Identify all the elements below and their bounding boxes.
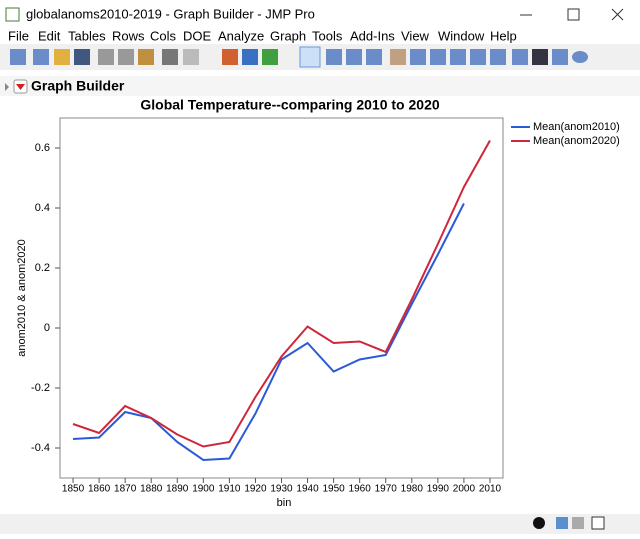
menu-item[interactable]: Tables: [68, 28, 106, 43]
x-tick-label: 1930: [270, 484, 293, 495]
outline-header: [0, 76, 640, 96]
tool-icon[interactable]: [532, 49, 548, 65]
legend-label: Mean(anom2010): [533, 121, 620, 133]
x-tick-label: 1920: [244, 484, 267, 495]
menu-item[interactable]: Rows: [112, 28, 145, 43]
tool-icon[interactable]: [162, 49, 178, 65]
x-tick-label: 1970: [375, 484, 398, 495]
x-tick-label: 1910: [218, 484, 241, 495]
menu-item[interactable]: Graph: [270, 28, 306, 43]
tool-icon[interactable]: [183, 49, 199, 65]
tool-icon[interactable]: [222, 49, 238, 65]
series-line: [72, 203, 465, 462]
y-tick-label: -0.2: [31, 382, 50, 394]
menu-item[interactable]: Window: [438, 28, 485, 43]
y-axis-label: anom2010 & anom2020: [16, 239, 28, 356]
layout-icon[interactable]: [591, 516, 605, 530]
red-triangle-icon: [16, 84, 25, 90]
tool-icon[interactable]: [74, 49, 90, 65]
y-tick-label: 0: [44, 322, 50, 334]
home-icon[interactable]: [556, 517, 568, 529]
tool-icon[interactable]: [118, 49, 134, 65]
menu-item[interactable]: Help: [490, 28, 517, 43]
tool-icon[interactable]: [490, 49, 506, 65]
tool-icon[interactable]: [512, 49, 528, 65]
app-icon: [5, 7, 20, 22]
x-axis-label: bin: [277, 497, 292, 509]
title-bar: [0, 0, 640, 30]
tool-icon[interactable]: [552, 49, 568, 65]
x-tick-label: 2000: [453, 484, 476, 495]
menu-item[interactable]: DOE: [183, 28, 212, 43]
tool-icon[interactable]: [10, 49, 26, 65]
tool-icon[interactable]: [98, 49, 114, 65]
menu-bar: File Edit Tables Rows Cols DOE Analyze Graph Too…: [8, 28, 517, 43]
tool-icon[interactable]: [346, 49, 362, 65]
y-tick-label: 0.2: [35, 262, 50, 274]
x-tick-label: 1940: [296, 484, 319, 495]
tool-icon[interactable]: [242, 49, 258, 65]
tool-icon[interactable]: [470, 49, 486, 65]
menu-item[interactable]: Edit: [38, 28, 61, 43]
menu-item[interactable]: File: [8, 28, 29, 43]
tool-icon[interactable]: [410, 49, 426, 65]
menu-item[interactable]: Add-Ins: [350, 28, 395, 43]
plot-frame: [59, 117, 504, 479]
tool-icon[interactable]: [430, 49, 446, 65]
tool-icon[interactable]: [450, 49, 466, 65]
menu-item[interactable]: Tools: [312, 28, 343, 43]
tool-icon[interactable]: [299, 46, 321, 68]
table-icon[interactable]: [572, 517, 584, 529]
tool-icon[interactable]: [390, 49, 406, 65]
toolbar-icons: [10, 46, 588, 68]
status-bar: [0, 514, 640, 534]
y-tick-label: 0.6: [35, 142, 50, 154]
tool-icon[interactable]: [262, 49, 278, 65]
menu-item[interactable]: Analyze: [218, 28, 264, 43]
close-button[interactable]: [611, 8, 624, 21]
x-tick-label: 1980: [401, 484, 424, 495]
x-tick-label: 1850: [62, 484, 85, 495]
x-tick-label: 1900: [192, 484, 215, 495]
x-tick-label: 1990: [427, 484, 450, 495]
tool-icon[interactable]: [572, 51, 588, 63]
y-tick-label: -0.4: [31, 442, 50, 454]
window-title: globalanoms2010-2019 - Graph Builder - J…: [26, 6, 315, 21]
disclosure-icon[interactable]: [5, 83, 9, 91]
legend-label: Mean(anom2020): [533, 135, 620, 147]
tool-icon[interactable]: [33, 49, 49, 65]
series-line: [72, 140, 491, 448]
x-tick-label: 1860: [88, 484, 111, 495]
x-tick-label: 1870: [114, 484, 137, 495]
tool-icon[interactable]: [138, 49, 154, 65]
x-tick-label: 2010: [479, 484, 502, 495]
x-tick-label: 1890: [166, 484, 189, 495]
maximize-button[interactable]: [567, 8, 580, 21]
chart-title: Global Temperature--comparing 2010 to 20…: [140, 97, 439, 113]
x-tick-label: 1880: [140, 484, 163, 495]
tool-icon[interactable]: [366, 49, 382, 65]
x-tick-label: 1950: [322, 484, 345, 495]
info-icon[interactable]: [533, 517, 545, 529]
panel-title: Graph Builder: [31, 78, 125, 94]
menu-item[interactable]: Cols: [150, 28, 177, 43]
tool-icon[interactable]: [326, 49, 342, 65]
menu-item[interactable]: View: [401, 28, 430, 43]
tool-icon[interactable]: [54, 49, 70, 65]
x-tick-label: 1960: [349, 484, 372, 495]
y-tick-label: 0.4: [35, 202, 50, 214]
